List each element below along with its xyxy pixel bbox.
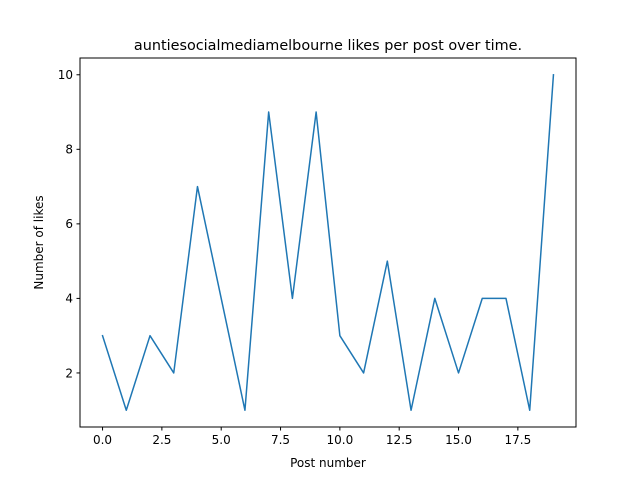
x-tick-label: 7.5 [271, 433, 290, 447]
y-axis-label: Number of likes [32, 195, 46, 289]
x-tick-label: 2.5 [152, 433, 171, 447]
series-line-0 [101, 73, 555, 411]
x-tick-label: 5.0 [212, 433, 231, 447]
y-tick-label: 6 [65, 217, 73, 231]
x-axis: 0.0 2.5 5.0 7.5 10.0 12.5 15.0 17.5 [93, 427, 531, 447]
y-tick-label: 10 [58, 68, 73, 82]
y-tick-label: 8 [65, 143, 73, 157]
x-tick-label: 12.5 [386, 433, 413, 447]
x-tick-label: 0.0 [93, 433, 112, 447]
x-tick-label: 15.0 [445, 433, 472, 447]
y-axis: 2 4 6 8 10 [58, 68, 80, 380]
plot-area [101, 73, 555, 411]
chart-title: auntiesocialmediamelbourne likes per pos… [134, 38, 522, 54]
x-tick-label: 17.5 [504, 433, 531, 447]
x-tick-label: 10.0 [327, 433, 354, 447]
axes-frame [79, 57, 577, 428]
x-axis-label: Post number [290, 456, 366, 470]
y-tick-label: 4 [65, 292, 73, 306]
y-tick-label: 2 [65, 366, 73, 380]
